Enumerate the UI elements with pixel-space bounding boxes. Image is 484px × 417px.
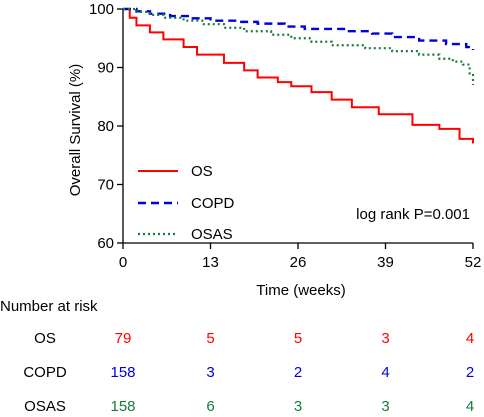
risk-value: 3 xyxy=(293,398,303,415)
y-axis-label: Overall Survival (%) xyxy=(67,64,84,197)
legend-label-copd: COPD xyxy=(191,195,235,212)
legend-label-osas: OSAS xyxy=(191,226,233,243)
x-tick-label: 0 xyxy=(119,254,127,271)
series-line-copd xyxy=(123,7,475,50)
risk-row-label-copd: COPD xyxy=(23,364,67,381)
risk-value: 3 xyxy=(381,398,390,415)
x-tick-label: 26 xyxy=(290,254,307,271)
risk-row-label-osas: OSAS xyxy=(24,398,66,415)
log-rank-annotation: log rank P=0.001 xyxy=(356,206,470,223)
legend-label-os: OS xyxy=(191,163,213,180)
risk-value: 158 xyxy=(110,398,136,415)
risk-value: 4 xyxy=(465,330,475,347)
risk-value: 5 xyxy=(293,330,303,347)
y-tick-label: 80 xyxy=(97,118,114,135)
risk-value: 4 xyxy=(381,364,390,381)
risk-value: 79 xyxy=(114,330,132,347)
risk-value: 158 xyxy=(110,364,136,381)
series-line-osas xyxy=(123,7,475,86)
x-tick-label: 39 xyxy=(377,254,394,271)
risk-value: 4 xyxy=(465,398,475,415)
x-tick-label: 13 xyxy=(202,254,219,271)
risk-value: 5 xyxy=(206,330,215,347)
y-tick-label: 70 xyxy=(97,177,114,194)
y-tick-label: 90 xyxy=(97,60,114,77)
risk-value: 6 xyxy=(206,398,215,415)
x-tick-label: 52 xyxy=(465,254,482,271)
risk-value: 2 xyxy=(293,364,303,381)
y-tick-label: 60 xyxy=(97,235,114,252)
risk-value: 3 xyxy=(206,364,215,381)
risk-table-title: Number at risk xyxy=(0,298,98,315)
series-line-os xyxy=(123,8,474,144)
risk-row-label-os: OS xyxy=(34,330,56,347)
x-axis-label: Time (weeks) xyxy=(256,282,345,299)
risk-value: 3 xyxy=(381,330,390,347)
risk-value: 2 xyxy=(465,364,475,381)
y-tick-label: 100 xyxy=(89,1,114,18)
